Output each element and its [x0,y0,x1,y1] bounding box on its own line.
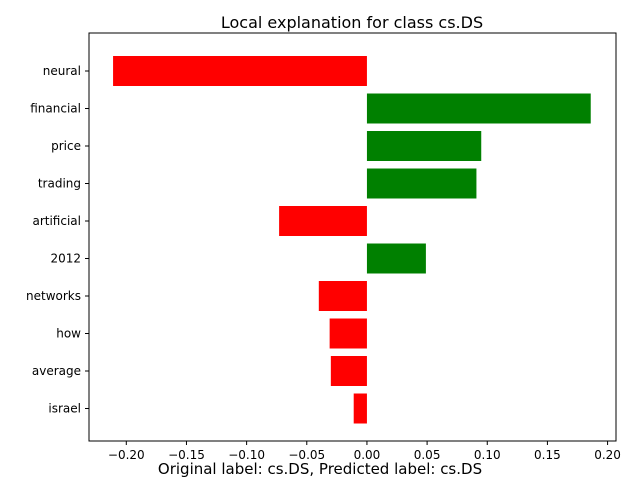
x-tick-label: −0.15 [168,448,205,462]
chart-title: Local explanation for class cs.DS [221,13,483,32]
bar-trading [366,168,477,199]
bar-artificial [279,206,367,236]
bar-how [329,318,367,349]
y-tick-label: artificial [32,214,81,228]
y-tick-label: neural [43,64,81,78]
x-tick-label: −0.10 [228,448,265,462]
y-tick-label: average [32,364,81,378]
x-tick-label: −0.20 [108,448,145,462]
x-tick-label: 0.00 [354,448,381,462]
bar-networks [318,281,367,311]
bar-neural [113,56,367,86]
bar-israel [353,393,367,424]
bar-price [366,131,482,161]
x-tick-label: −0.05 [288,448,325,462]
plot-frame [88,32,617,442]
bar-average [330,356,367,386]
bars-group [113,56,591,424]
y-tick-label: price [51,139,81,153]
x-tick-label: 0.15 [534,448,561,462]
y-axis: neural financial price trading artificial 201… [26,64,89,416]
y-tick-label: trading [38,177,81,191]
y-tick-label: israel [48,402,81,416]
y-tick-label: 2012 [50,252,81,266]
y-tick-label: how [56,327,81,341]
x-tick-label: 0.10 [474,448,501,462]
x-tick-label: 0.05 [414,448,441,462]
x-tick-label: 0.20 [594,448,621,462]
label-caption: Original label: cs.DS, Predicted label: … [158,460,482,478]
bar-2012 [366,243,426,274]
x-axis: −0.20 −0.15 −0.10 −0.05 0.00 0.05 0.10 0.15 0.20 [108,441,621,462]
y-tick-label: financial [30,102,81,116]
y-tick-label: networks [26,289,81,303]
bar-financial [366,93,591,124]
